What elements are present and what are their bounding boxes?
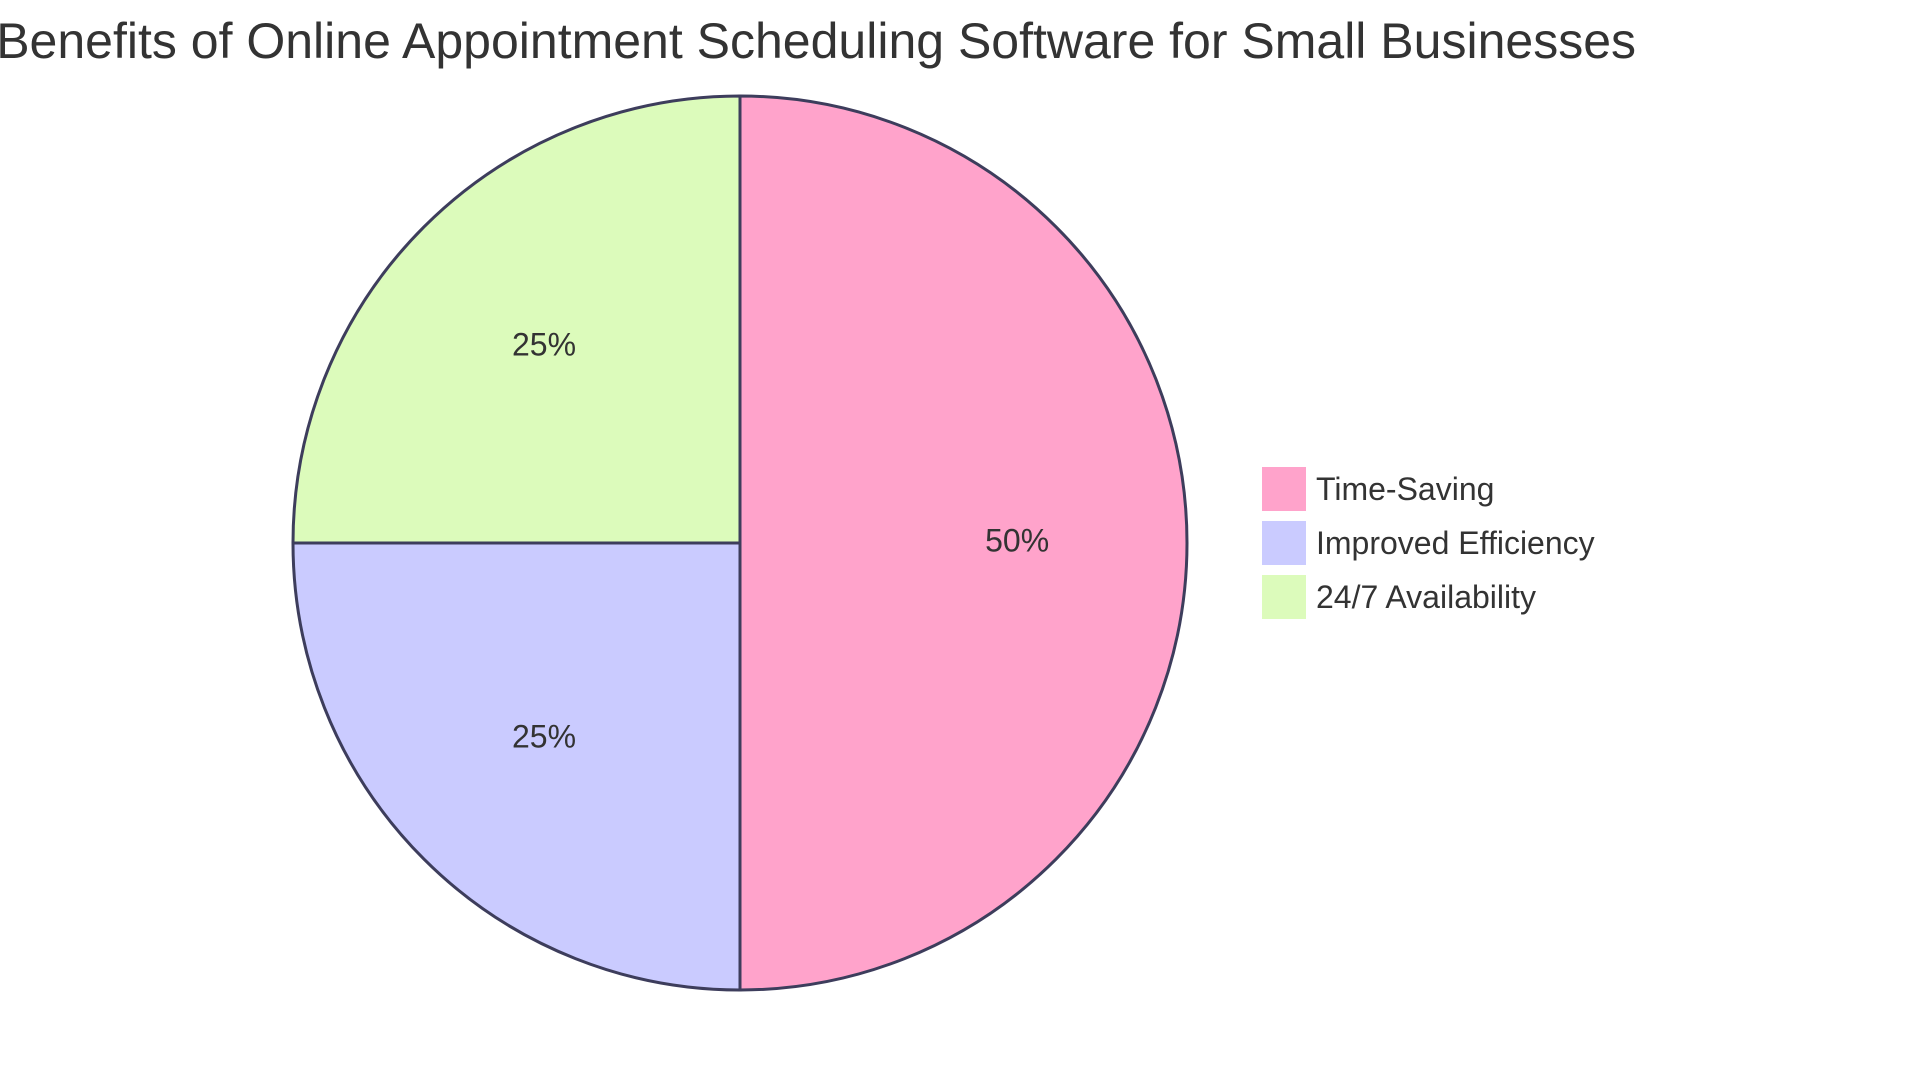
pie-slice-labels: 50% 25% 25%: [512, 326, 1049, 754]
legend-item-availability: 24/7 Availability: [1262, 570, 1595, 624]
legend-swatch-improved-efficiency: [1262, 521, 1306, 565]
pie-slice-improved-efficiency: [291, 541, 742, 992]
pie-slice-time-saving: [738, 94, 1189, 992]
legend: Time-Saving Improved Efficiency 24/7 Ava…: [1262, 462, 1595, 624]
pie-slices: [291, 94, 1189, 992]
pie-slice-24-7-availability: [291, 94, 742, 545]
chart-title: Benefits of Online Appointment Schedulin…: [0, 13, 1636, 69]
legend-label-time-saving: Time-Saving: [1316, 470, 1495, 507]
slice-label-time-saving: 50%: [985, 522, 1049, 558]
legend-label-availability: 24/7 Availability: [1316, 578, 1536, 615]
legend-swatch-availability: [1262, 575, 1306, 619]
legend-swatch-time-saving: [1262, 467, 1306, 511]
legend-label-improved-efficiency: Improved Efficiency: [1316, 524, 1595, 561]
legend-item-improved-efficiency: Improved Efficiency: [1262, 516, 1595, 570]
legend-item-time-saving: Time-Saving: [1262, 462, 1595, 516]
slice-label-improved-efficiency: 25%: [512, 718, 576, 754]
slice-label-24-7-availability: 25%: [512, 326, 576, 362]
